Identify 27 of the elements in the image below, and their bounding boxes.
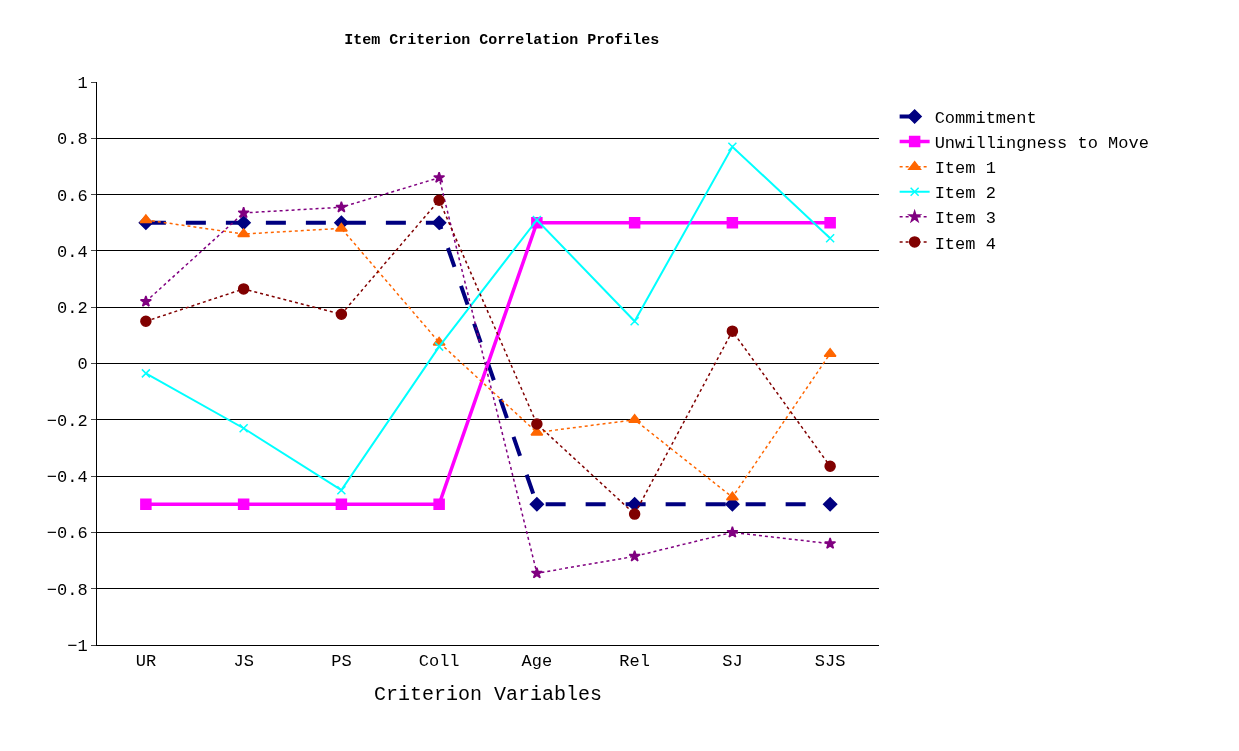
x-tick-label: SJ [722,652,743,672]
x-tick-label: UR [135,652,157,672]
y-tick-label: −0.4 [46,468,88,488]
x-tick-label: SJS [814,652,846,672]
legend-label: Unwillingness to Move [934,134,1149,154]
y-tick-label: 0 [77,355,88,375]
legend-label: Item 2 [934,184,996,204]
y-tick-label: −0.8 [46,580,88,600]
x-tick-label: Coll [418,652,460,672]
y-tick-label: −0.2 [46,411,88,431]
y-tick-label: 0.4 [56,242,88,262]
y-tick-label: 0.8 [56,130,88,150]
chart-title: Item Criterion Correlation Profiles [344,32,660,50]
x-tick-label: Rel [619,652,650,672]
x-tick-label: Age [521,652,553,672]
legend-label: Item 4 [934,234,996,254]
y-tick-label: −0.6 [46,524,88,544]
y-tick-label: 0.6 [56,186,88,206]
x-tick-label: PS [331,652,352,672]
legend-label: Commitment [934,109,1037,129]
x-tick-label: JS [233,652,254,672]
x-axis-title: Criterion Variables [373,682,603,706]
legend-label: Item 1 [934,159,996,179]
y-tick-label: 0.2 [56,299,88,319]
legend-label: Item 3 [934,209,996,229]
y-tick-label: −1 [67,636,88,656]
y-tick-label: 1 [77,73,88,93]
